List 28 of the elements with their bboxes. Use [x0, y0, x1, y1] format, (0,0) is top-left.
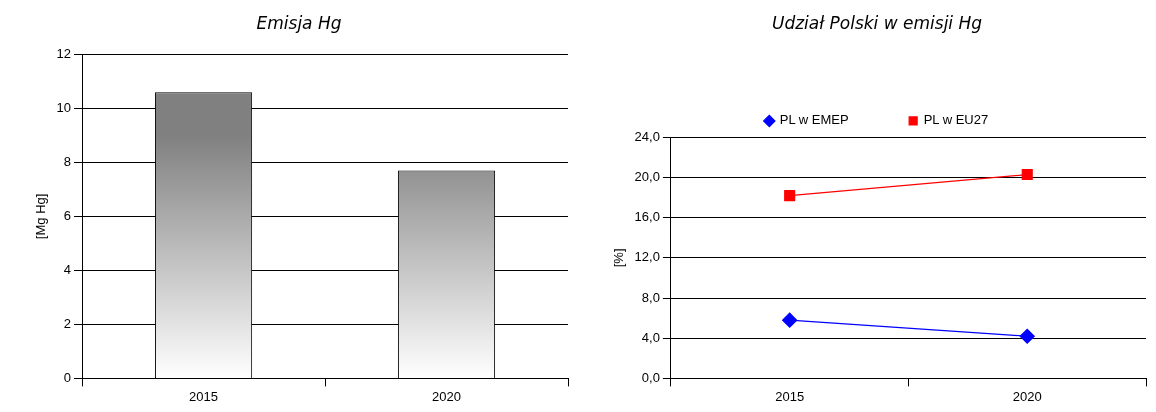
- y-tick-label: 6: [63, 207, 72, 223]
- y-tick-label: 4: [63, 261, 72, 277]
- y-tick-label: 8,0: [641, 289, 660, 305]
- y-tick-label: 20,0: [634, 169, 660, 185]
- x-tick-label: 2020: [432, 388, 461, 404]
- x-tick-label: 2015: [775, 388, 805, 404]
- legend-label: PL w EU27: [923, 112, 989, 128]
- point: [1021, 169, 1033, 181]
- x-tick-label: 2020: [1012, 388, 1042, 404]
- y-tick-label: 12,0: [634, 249, 660, 265]
- point: [784, 190, 796, 202]
- chart-title: Emisja Hg: [256, 12, 342, 33]
- chart-title: Udział Polski w emisji Hg: [771, 12, 983, 33]
- y-tick-label: 2: [63, 315, 72, 331]
- point: [1019, 328, 1035, 344]
- y-tick-label: 0: [63, 369, 72, 385]
- y-tick-label: 8: [63, 153, 72, 169]
- y-tick-label: 24,0: [634, 128, 660, 144]
- point: [782, 312, 798, 328]
- y-axis-title: [Mg Hg]: [33, 193, 49, 240]
- legend-label: PL w EMEP: [779, 112, 849, 128]
- y-axis-title: [%]: [611, 248, 627, 268]
- x-tick-label: 2015: [189, 388, 219, 404]
- y-tick-label: 4,0: [641, 329, 660, 345]
- y-tick-label: 10: [56, 99, 72, 115]
- y-tick-label: 0,0: [641, 369, 660, 385]
- y-tick-label: 16,0: [634, 209, 660, 225]
- y-tick-label: 12: [56, 45, 72, 61]
